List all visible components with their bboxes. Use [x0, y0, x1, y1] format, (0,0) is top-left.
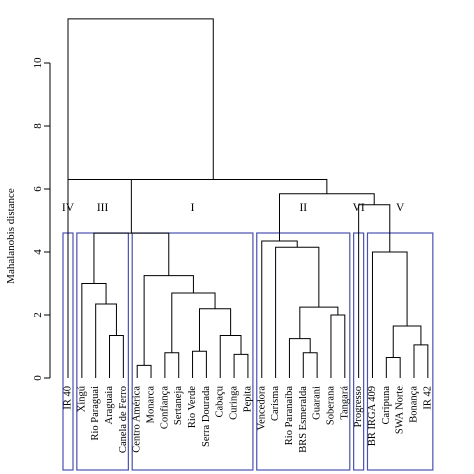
group-label: VI: [353, 202, 365, 214]
y-axis: 0 2 4 6 8 10: [32, 57, 51, 381]
dendrogram-branch: [95, 303, 117, 378]
dendrogram-branch: [278, 193, 375, 241]
leaf-label: Canela de Ferro: [118, 386, 129, 453]
group-label: I: [191, 202, 195, 214]
leaf-label: SWA Norte: [395, 386, 406, 434]
leaf-label: Progresso: [353, 386, 364, 427]
dendrogram-branch: [171, 292, 216, 353]
group-box: [366, 232, 434, 471]
dendrogram-branch: [261, 240, 298, 378]
leaf-label: Sertaneja: [173, 386, 184, 425]
dendrogram-branch: [371, 251, 408, 378]
dendrogram-branch: [233, 353, 249, 378]
leaf-label: BR IRGA 409: [367, 386, 378, 446]
dendrogram-branch: [136, 364, 152, 378]
y-tick-label: 2: [32, 312, 44, 318]
group-label: II: [299, 202, 307, 214]
leaf-label: Pepita: [242, 386, 253, 413]
leaf-label: Guarani: [312, 386, 323, 420]
leaf-label: Carisma: [270, 386, 281, 421]
group-label: IV: [62, 202, 75, 214]
leaf-label: Vencedora: [256, 386, 267, 431]
leaf-label: IR 42: [422, 386, 433, 410]
leaf-label: Rio Verde: [187, 386, 198, 428]
leaf-label: Xingú: [76, 385, 87, 412]
dendrogram-branch: [413, 344, 429, 378]
group-box: [256, 232, 351, 471]
dendrogram-branch: [109, 334, 124, 378]
dendrogram-branch: [81, 283, 107, 378]
leaf-label: IR 40: [63, 386, 74, 410]
group-box: [131, 232, 254, 471]
dendrogram-branch: [198, 308, 232, 352]
leaf-label: Cabaçu: [215, 385, 226, 417]
y-tick-label: 10: [32, 57, 44, 69]
dendrogram-branch: [99, 179, 328, 194]
dendrogram-branch: [143, 275, 194, 366]
leaf-label: Rio Paraguai: [90, 386, 101, 441]
leaf-label: Centro América: [132, 386, 143, 453]
dendrogram-root-branch: [67, 18, 214, 378]
leaf-label: Caripuna: [381, 386, 392, 425]
dendrogram-branch: [392, 325, 422, 358]
leaf-label: Soberana: [325, 386, 336, 425]
dendrogram-branch: [192, 350, 207, 378]
dendrogram-branch: [275, 246, 320, 378]
dendrogram-branch: [288, 338, 311, 378]
y-tick-label: 4: [32, 249, 44, 255]
dendrogram-branch: [299, 306, 339, 339]
y-tick-label: 0: [32, 375, 44, 381]
leaf-label: Tangará: [339, 386, 350, 420]
dendrogram-branch: [330, 314, 346, 378]
group-boxes: [62, 232, 434, 471]
leaf-label: Rio Paranaíba: [284, 386, 295, 446]
leaf-label: Confiança: [159, 386, 170, 429]
y-axis-label: Mahalanobis distance: [5, 188, 17, 284]
dendrogram-branch: [164, 352, 180, 378]
leaf-label: Monarca: [146, 386, 157, 424]
y-tick-label: 6: [32, 186, 44, 192]
group-label: III: [97, 202, 109, 214]
leaf-label: BRS Esmeralda: [298, 386, 309, 453]
dendrogram-branch: [219, 334, 242, 378]
dendrogram-branch: [302, 352, 318, 378]
y-tick-label: 8: [32, 123, 44, 129]
dendrogram-branch: [385, 357, 401, 378]
leaf-label: Serra Dourada: [201, 386, 212, 447]
leaf-label: Bonança: [409, 386, 420, 423]
group-labels: IV III I II VI V: [62, 202, 405, 214]
leaf-label: Araguaia: [104, 386, 115, 425]
leaf-label: Curinga: [229, 386, 240, 420]
group-label: V: [396, 202, 405, 214]
dendrogram-branches: [67, 18, 429, 378]
leaf-labels: IR 40 Xingú Rio Paraguai Araguaia Canela de …: [63, 385, 434, 453]
